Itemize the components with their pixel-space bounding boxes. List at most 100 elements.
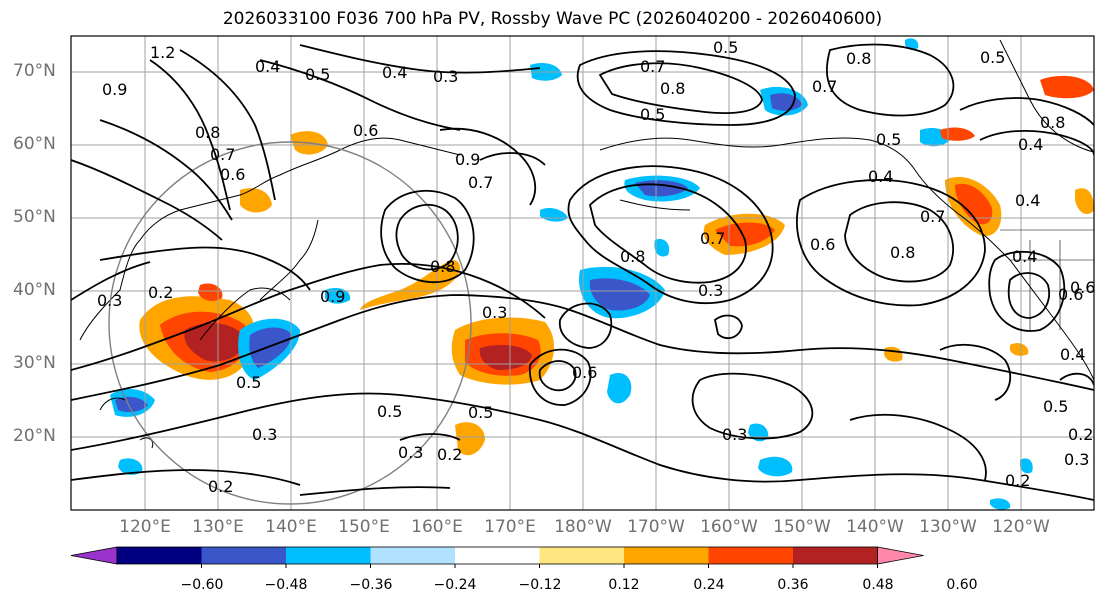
colorbar-tick-label: 0.48 (862, 577, 894, 593)
colorbar-tick-label: −0.48 (264, 577, 308, 593)
colorbar-extend-high (877, 546, 924, 565)
chart-title: 2026033100 F036 700 hPa PV, Rossby Wave … (222, 9, 883, 29)
contour-label: 0.4 (382, 63, 407, 82)
colorbar-tick-label: 0.36 (777, 577, 809, 593)
contour-label: 0.3 (97, 291, 122, 310)
lon-label: 150°E (338, 517, 390, 537)
contour-label: 0.2 (208, 477, 233, 496)
lon-label: 120°E (119, 517, 171, 537)
contour-label: 0.4 (1012, 247, 1037, 266)
colorbar-tick-label: −0.24 (433, 577, 477, 593)
contour-label: 0.2 (1005, 471, 1030, 490)
contour-label: 0.6 (1058, 285, 1083, 304)
contour-label: 0.2 (148, 283, 173, 302)
contour-label: 0.3 (722, 425, 747, 444)
contour-label: 0.9 (320, 287, 345, 306)
contour-label: 0.3 (252, 425, 277, 444)
contour-label: 0.4 (1015, 191, 1040, 210)
lon-label: 170°E (484, 517, 536, 537)
contour-label: 0.4 (255, 57, 280, 76)
contour-label: 0.8 (195, 123, 220, 142)
lat-label: 40°N (13, 280, 56, 300)
contour-label: 0.8 (1040, 113, 1065, 132)
colorbar-segment (539, 547, 625, 564)
lon-label: 170°W (627, 517, 685, 537)
contour-label: 0.4 (868, 167, 893, 186)
colorbar-segment (793, 547, 878, 564)
lon-label: 150°W (773, 517, 831, 537)
contour-label: 0.9 (455, 150, 480, 169)
colorbar-tick-label: 0.12 (608, 577, 640, 593)
contour-label: 0.3 (433, 67, 458, 86)
graticule (71, 36, 1094, 510)
contour-label: 0.7 (640, 57, 665, 76)
colorbar-tick-label: −0.60 (180, 577, 224, 593)
lat-label: 60°N (13, 134, 56, 154)
colorbar (70, 546, 924, 568)
contour-label: 0.6 (1070, 278, 1095, 297)
coastlines (79, 39, 1094, 449)
reference-circle (108, 141, 472, 505)
colorbar-segment (370, 547, 456, 564)
contour-label: 1.2 (150, 43, 175, 62)
contour-label-group: 0.5 0.8 1.2 0.4 0.5 0.4 0.3 0.7 0.8 0.5 … (97, 38, 1095, 496)
contour-label: 0.6 (220, 165, 245, 184)
contour-label: 0.7 (468, 173, 493, 192)
contour-label: 0.8 (620, 247, 645, 266)
lon-label: 180°W (554, 517, 612, 537)
colorbar-segment (117, 547, 202, 564)
colorbar-tick-label: −0.36 (349, 577, 393, 593)
lat-label: 70°N (13, 61, 56, 81)
contour-label: 0.8 (660, 79, 685, 98)
lat-label: 20°N (13, 426, 56, 446)
contour-label: 0.4 (1060, 345, 1085, 364)
contour-label: 0.5 (1043, 397, 1068, 416)
contour-label: 0.5 (468, 403, 493, 422)
contour-label: 0.3 (1064, 450, 1089, 469)
contour-label: 0.7 (812, 77, 837, 96)
contour-label: 0.8 (846, 49, 871, 68)
contour-label: 0.5 (980, 48, 1005, 67)
lon-label: 130°W (919, 517, 977, 537)
contour-label: 0.5 (236, 373, 261, 392)
colorbar-segment (286, 547, 371, 564)
contour-label: 0.4 (1018, 135, 1043, 154)
lon-label: 160°E (411, 517, 463, 537)
contour-label: 0.6 (572, 363, 597, 382)
contour-label: 0.9 (102, 80, 127, 99)
contour-label: 0.5 (305, 65, 330, 84)
colorbar-extend-low (70, 546, 118, 565)
contour-label: 0.2 (437, 445, 462, 464)
pv-contours (71, 43, 1094, 501)
contour-label: 0.7 (700, 229, 725, 248)
contour-label: 0.8 (430, 257, 455, 276)
colorbar-tick-label: 0.60 (946, 577, 978, 593)
lat-label: 30°N (13, 353, 56, 373)
contour-label: 0.7 (920, 207, 945, 226)
colorbar-segment (708, 547, 794, 564)
contour-label: 0.8 (890, 243, 915, 262)
colorbar-outline (116, 546, 878, 565)
contour-label: 0.5 (713, 38, 738, 57)
contour-label: 0.6 (810, 235, 835, 254)
contour-label: 0.5 (640, 105, 665, 124)
lat-label: 50°N (13, 207, 56, 227)
lon-label: 130°E (192, 517, 244, 537)
contour-label: 0.5 (377, 402, 402, 421)
colorbar-segment (201, 547, 287, 564)
lon-label: 140°E (265, 517, 317, 537)
colorbar-segment (624, 547, 709, 564)
contour-label: 0.5 (876, 130, 901, 149)
lon-label: 160°W (700, 517, 758, 537)
contour-label: 0.3 (482, 303, 507, 322)
state-borders (1000, 229, 1094, 330)
contour-label: 0.3 (398, 443, 423, 462)
contour-label: 0.7 (210, 145, 235, 164)
colorbar-tick-label: −0.12 (518, 577, 562, 593)
lon-label: 120°W (992, 517, 1050, 537)
contour-label: 0.6 (353, 121, 378, 140)
colorbar-segment (455, 547, 540, 564)
contour-label: 0.2 (1068, 425, 1093, 444)
colorbar-tick-label: 0.24 (693, 577, 725, 593)
